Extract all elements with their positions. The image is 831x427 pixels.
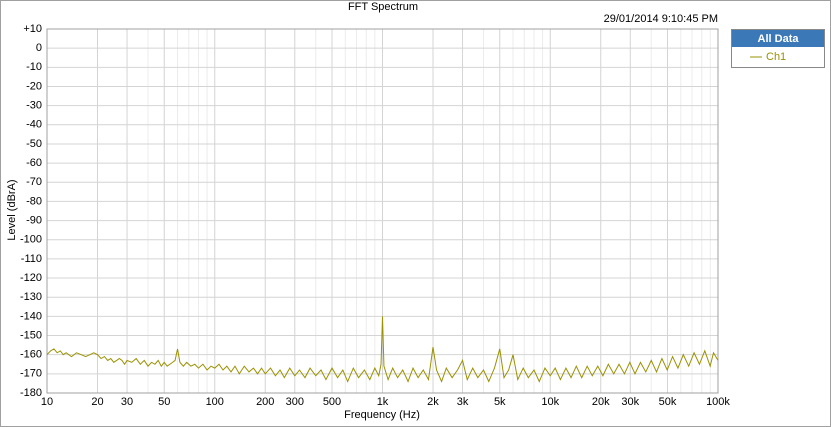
x-tick-label: 20k xyxy=(592,396,610,408)
y-tick-label: -70 xyxy=(26,176,42,188)
y-tick-label: -160 xyxy=(20,349,42,361)
x-tick-label: 20 xyxy=(91,396,103,408)
y-tick-label: -10 xyxy=(26,61,42,73)
legend-label: Ch1 xyxy=(766,51,786,63)
y-tick-label: -180 xyxy=(20,387,42,399)
y-tick-label: -140 xyxy=(20,310,42,322)
y-tick-label: -50 xyxy=(26,138,42,150)
y-tick-label: -90 xyxy=(26,214,42,226)
x-tick-label: 10k xyxy=(541,396,559,408)
plot-border xyxy=(46,28,719,394)
x-tick-label: 100 xyxy=(206,396,224,408)
legend: All Data xyxy=(731,29,825,68)
x-axis-label: Frequency (Hz) xyxy=(344,409,420,421)
x-tick-label: 3k xyxy=(457,396,469,408)
y-tick-label: -150 xyxy=(20,329,42,341)
y-tick-label: +10 xyxy=(23,23,42,35)
y-tick-label: -130 xyxy=(20,291,42,303)
chart-title: FFT Spectrum xyxy=(348,1,418,13)
y-tick-label: -100 xyxy=(20,234,42,246)
x-tick-label: 500 xyxy=(323,396,341,408)
x-tick-label: 100k xyxy=(706,396,730,408)
x-tick-label: 50k xyxy=(659,396,677,408)
x-tick-label: 10 xyxy=(41,396,53,408)
legend-header xyxy=(732,30,824,47)
legend-title: All Data xyxy=(758,33,800,45)
y-tick-label: -20 xyxy=(26,80,42,92)
y-tick-label: -110 xyxy=(21,253,42,265)
series-line xyxy=(46,316,719,383)
y-tick-label: 0 xyxy=(36,42,42,54)
y-tick-label: -120 xyxy=(20,272,42,284)
y-tick-label: -60 xyxy=(26,157,42,169)
y-tick-label: -30 xyxy=(26,100,42,112)
x-tick-label: 30 xyxy=(121,396,133,408)
y-tick-label: -80 xyxy=(26,195,42,207)
x-tick-label: 50 xyxy=(158,396,170,408)
x-tick-label: 1k xyxy=(377,396,389,408)
y-tick-label: -40 xyxy=(26,119,42,131)
x-tick-label: 2k xyxy=(427,396,439,408)
x-tick-label: 5k xyxy=(494,396,506,408)
y-tick-label: -170 xyxy=(20,368,42,380)
x-tick-label: 300 xyxy=(286,396,304,408)
y-axis-label: Level (dBrA) xyxy=(6,179,18,240)
timestamp: 29/01/2014 9:10:45 PM xyxy=(604,13,718,25)
x-tick-label: 30k xyxy=(621,396,639,408)
x-tick-label: 200 xyxy=(256,396,274,408)
